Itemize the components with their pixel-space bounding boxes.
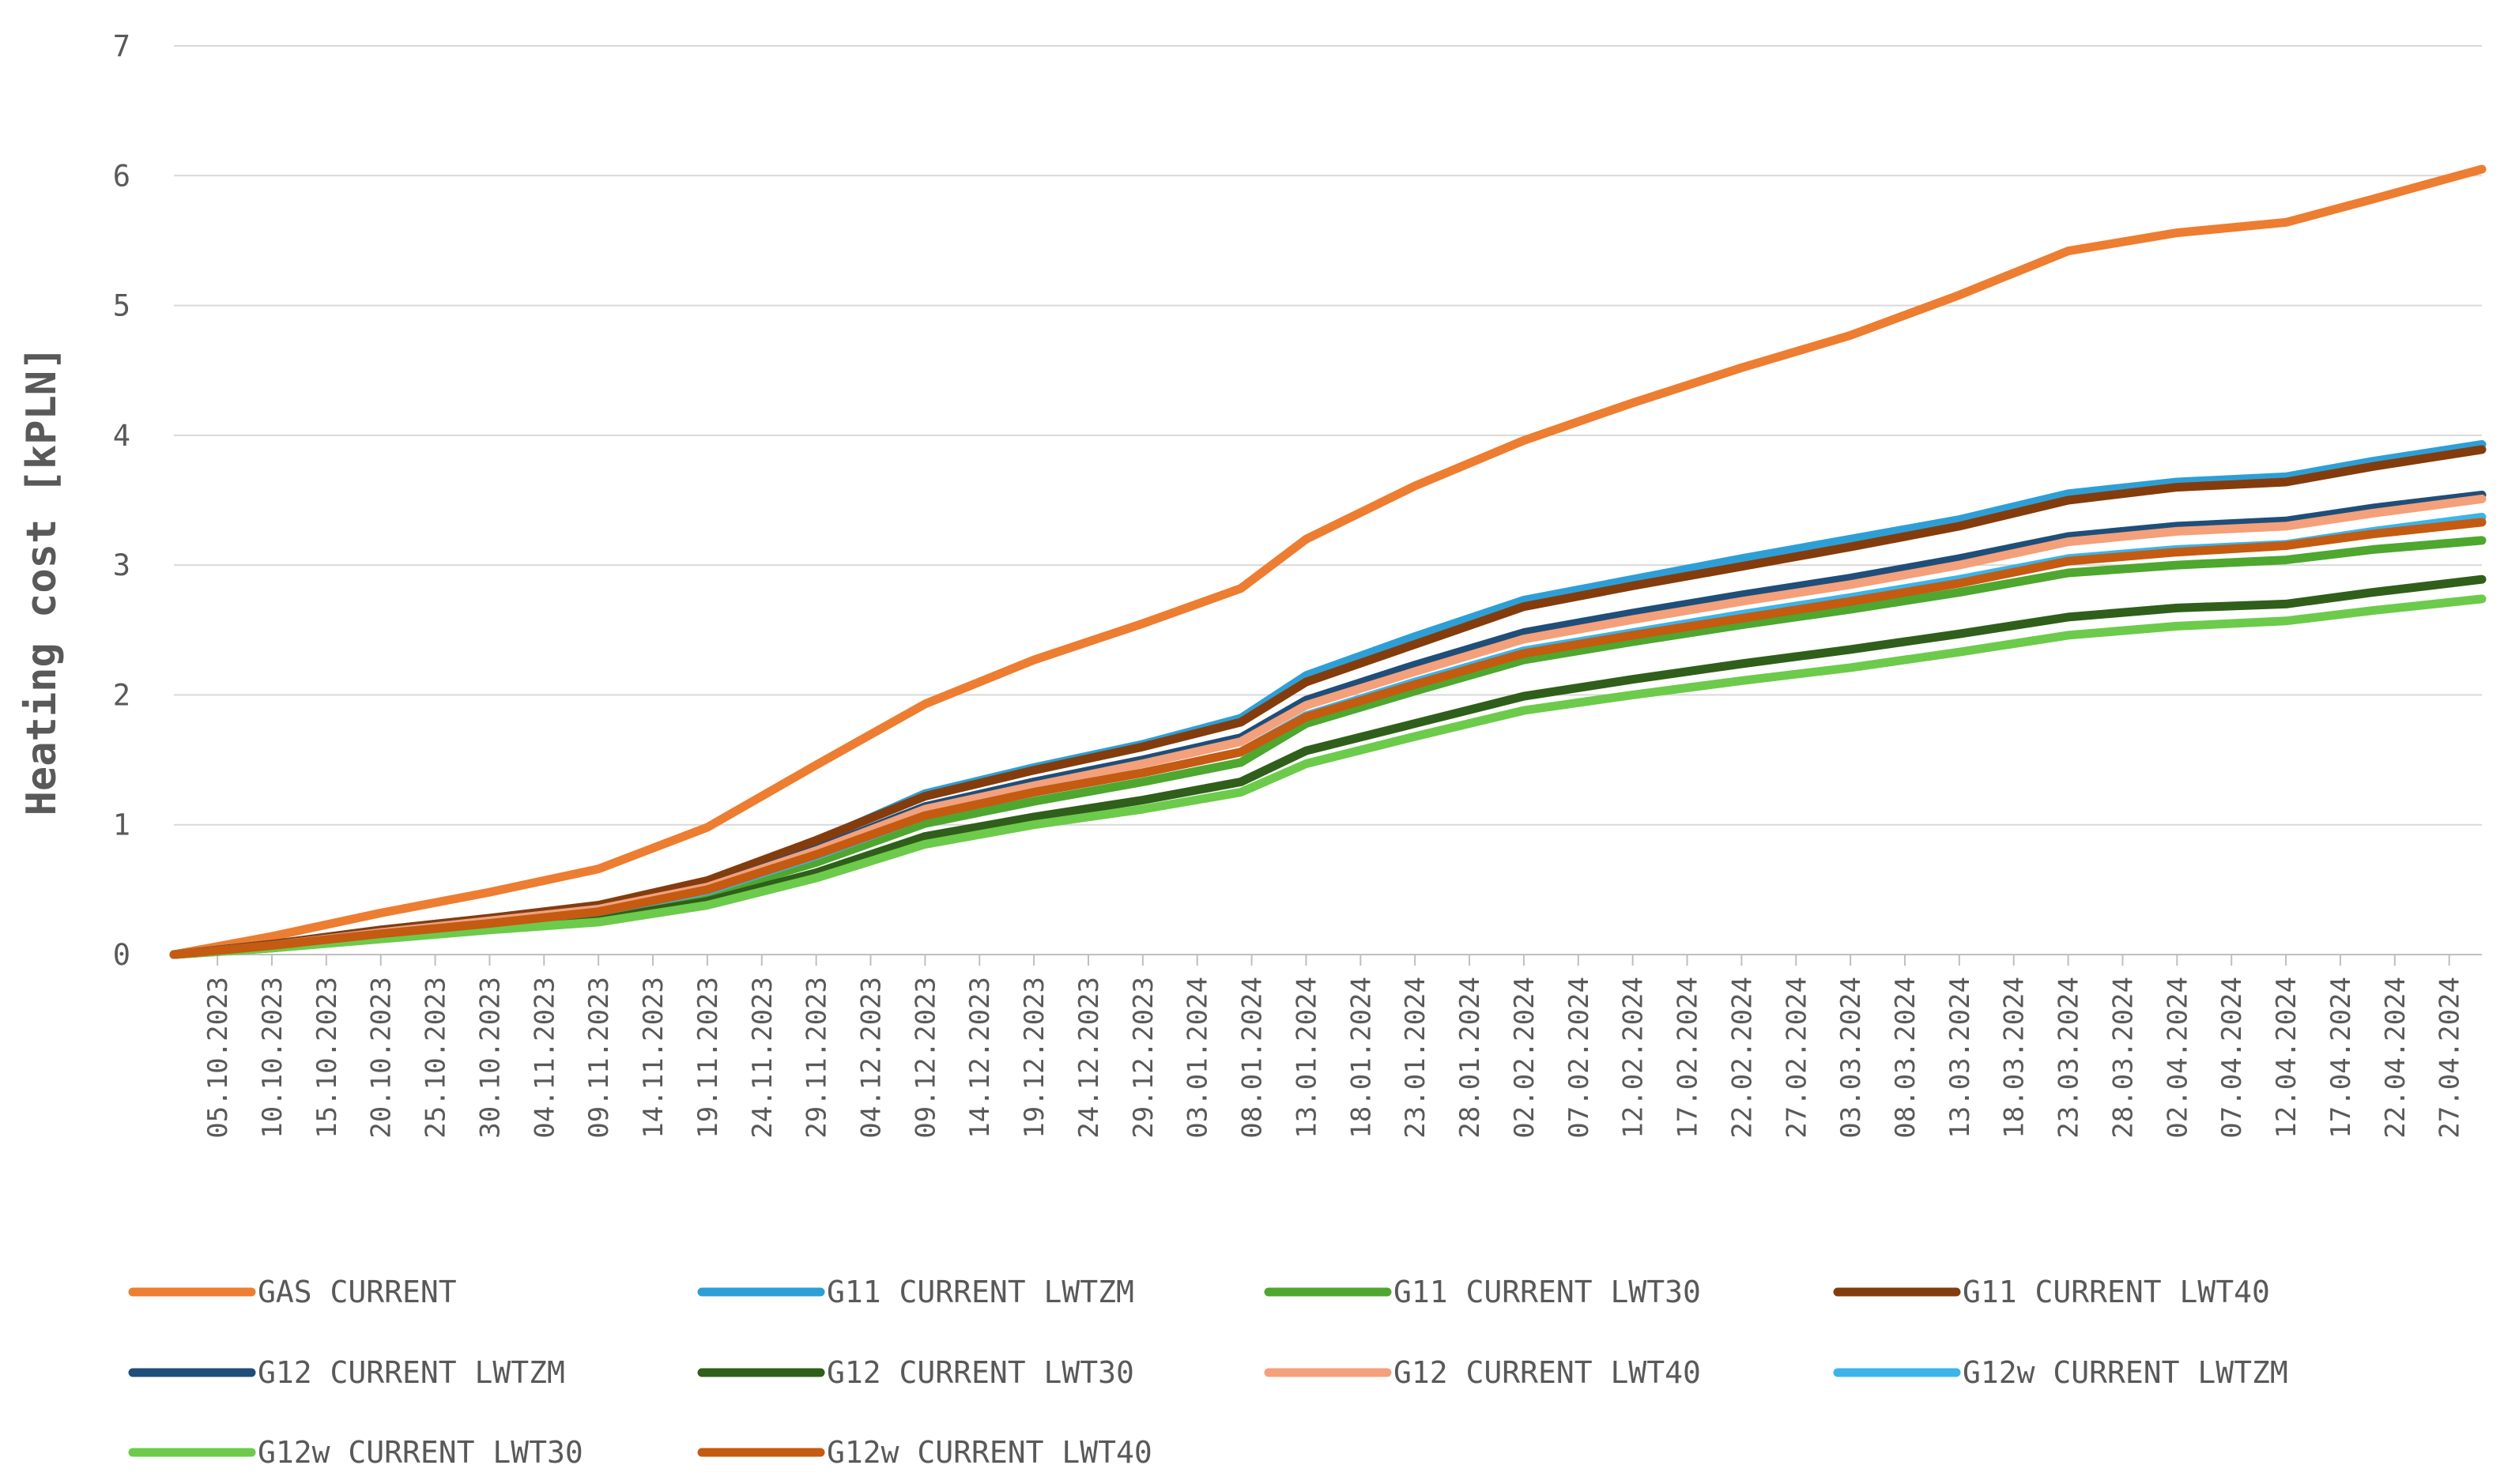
x-tick-label: 07.04.2024 [2216,977,2248,1139]
x-tick-label: 14.11.2023 [638,977,669,1139]
y-tick-label: 6 [113,159,130,193]
x-tick-label: 30.10.2023 [474,977,506,1139]
x-tick-label: 14.12.2023 [964,977,996,1139]
x-tick-label: 03.03.2024 [1835,977,1867,1139]
x-tick-label: 24.12.2023 [1073,977,1105,1139]
x-tick-label: 15.10.2023 [311,977,343,1139]
x-tick-label: 25.10.2023 [420,977,452,1139]
x-tick-label: 04.12.2023 [856,977,888,1139]
x-tick-label: 22.04.2024 [2380,977,2412,1139]
x-tick-label: 27.04.2024 [2434,977,2466,1139]
x-tick-label: 20.10.2023 [366,977,398,1139]
x-tick-label: 10.10.2023 [257,977,288,1139]
y-tick-label: 4 [113,419,130,453]
x-tick-label: 02.04.2024 [2162,977,2193,1139]
x-tick-label: 04.11.2023 [529,977,560,1139]
y-tick-label: 3 [113,548,130,582]
x-tick-label: 12.04.2024 [2271,977,2302,1139]
x-tick-label: 27.02.2024 [1781,977,1812,1139]
y-tick-label: 2 [113,678,130,712]
series-line [169,574,2487,959]
y-axis-label: Heating cost [kPLN] [18,346,66,816]
legend-entry: G12w CURRENT LWTZM [1963,1355,2288,1390]
legend-entry: G11 CURRENT LWTZM [827,1275,1134,1309]
series-lines [169,164,2487,959]
x-tick-label: 13.03.2024 [1944,977,1976,1139]
x-tick-label: 09.12.2023 [910,977,941,1139]
y-tick-label: 0 [113,938,130,972]
series-line [169,518,2487,959]
legend-entry: GAS CURRENT [258,1275,457,1309]
legend: GAS CURRENT G11 CURRENT LWTZM G11 CURRENT … [128,1275,2288,1470]
y-tick-label: 5 [113,289,130,323]
x-tick-label: 17.04.2024 [2325,977,2357,1139]
x-tick-label: 08.03.2024 [1890,977,1921,1139]
y-tick-label: 1 [113,808,130,842]
y-axis-ticks: 0 1 2 3 4 5 6 7 [113,29,130,972]
x-tick-label: 12.02.2024 [1618,977,1650,1139]
x-tick-label: 02.02.2024 [1509,977,1540,1139]
series-line [169,164,2487,959]
legend-entry: G12 CURRENT LWT40 [1393,1355,1701,1390]
x-tick-label: 28.03.2024 [2107,977,2139,1139]
grid [174,45,2482,955]
legend-entry: G12w CURRENT LWT30 [258,1435,583,1470]
x-tick-label: 08.01.2024 [1237,977,1269,1139]
legend-entry: G12 CURRENT LWT30 [827,1355,1134,1390]
x-tick-label: 07.02.2024 [1563,977,1595,1139]
x-tick-label: 17.02.2024 [1672,977,1704,1139]
x-tick-label: 19.12.2023 [1019,977,1050,1139]
x-tick-label: 09.11.2023 [583,977,615,1139]
x-tick-label: 23.03.2024 [2053,977,2085,1139]
x-axis [174,954,2482,966]
x-tick-label: 03.01.2024 [1182,977,1214,1139]
y-tick-label: 7 [113,29,130,63]
legend-entry: G12 CURRENT LWTZM [258,1355,565,1390]
x-tick-label: 19.11.2023 [692,977,724,1139]
legend-entry: G11 CURRENT LWT30 [1393,1275,1701,1309]
x-tick-label: 24.11.2023 [747,977,779,1139]
legend-entry: G11 CURRENT LWT40 [1963,1275,2270,1309]
x-axis-ticks: 05.10.2023 10.10.2023 15.10.2023 20.10.2023… [202,977,2466,1139]
x-tick-label: 28.01.2024 [1454,977,1486,1139]
x-tick-label: 22.02.2024 [1726,977,1758,1139]
x-tick-label: 23.01.2024 [1400,977,1431,1139]
x-tick-label: 29.11.2023 [801,977,833,1139]
series-line [169,594,2487,959]
x-tick-label: 05.10.2023 [202,977,234,1139]
x-tick-label: 13.01.2024 [1291,977,1322,1139]
x-tick-label: 18.01.2024 [1345,977,1377,1139]
x-tick-label: 18.03.2024 [1999,977,2031,1139]
x-tick-label: 29.12.2023 [1128,977,1160,1139]
legend-entry: G12w CURRENT LWT40 [827,1435,1152,1470]
